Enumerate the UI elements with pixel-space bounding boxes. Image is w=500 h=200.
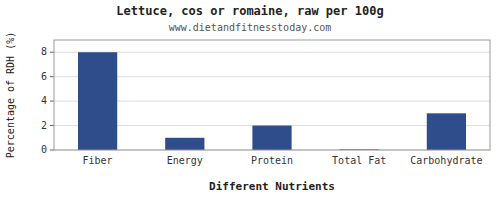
- plot-frame: [54, 40, 490, 150]
- y-tick: [50, 52, 54, 53]
- y-tick-label: 6: [41, 71, 47, 82]
- x-tick-label: Fiber: [83, 155, 113, 166]
- chart-container: 0 2 4 6 8 Fiber Energy Protein Total Fat Carbohyd…: [0, 0, 500, 200]
- chart: 0 2 4 6 8 Fiber Energy Protein Total Fat Carbohyd…: [0, 0, 500, 200]
- y-tick: [50, 150, 54, 151]
- y-axis-label: Percentage of RDH (%): [5, 32, 16, 158]
- bar: [78, 52, 117, 150]
- x-tick-label: Total Fat: [332, 155, 386, 166]
- y-tick: [50, 101, 54, 102]
- bar: [252, 126, 291, 150]
- y-tick-label: 0: [41, 144, 47, 155]
- x-tick-label: Carbohydrate: [410, 155, 482, 166]
- bar: [165, 138, 204, 150]
- y-tick-label: 2: [41, 120, 47, 131]
- grid-line: [54, 101, 490, 102]
- bar: [427, 113, 466, 150]
- x-axis-label: Different Nutrients: [209, 180, 335, 193]
- y-grid: [54, 52, 490, 150]
- bars: [78, 52, 466, 150]
- y-tick: [50, 125, 54, 126]
- subtitle: www.dietandfitnesstoday.com: [169, 22, 332, 33]
- grid-line: [54, 52, 490, 53]
- grid-line: [54, 76, 490, 77]
- y-tick-label: 4: [41, 95, 47, 106]
- title: Lettuce, cos or romaine, raw per 100g: [116, 4, 383, 18]
- x-tick-label: Protein: [251, 155, 293, 166]
- y-tick-label: 8: [41, 46, 47, 57]
- y-tick: [50, 76, 54, 77]
- x-tick-label: Energy: [167, 155, 203, 166]
